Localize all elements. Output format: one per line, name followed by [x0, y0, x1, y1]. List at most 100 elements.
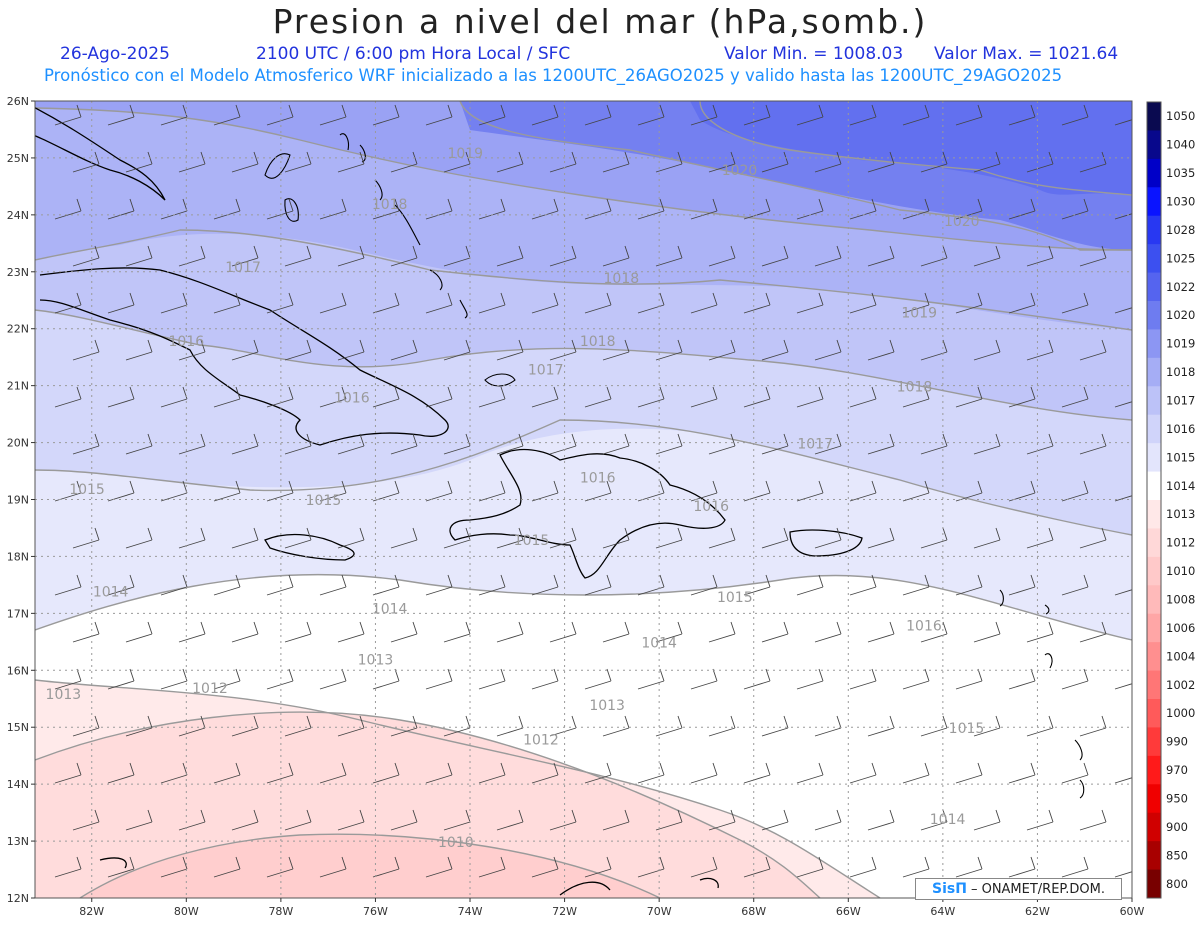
wind-barb-shaft: [973, 433, 1001, 455]
wind-barb: [867, 151, 895, 173]
wind-barb-shaft: [160, 856, 188, 878]
lon-label: 76W: [363, 905, 388, 918]
wind-barb: [902, 104, 930, 126]
wind-barb-shaft: [973, 715, 1001, 737]
colorbar-swatch: [1147, 556, 1161, 586]
isobar-label: 1010: [438, 835, 474, 851]
isobar-label: 1015: [514, 533, 550, 549]
wind-barb-shaft: [849, 386, 877, 408]
wind-barb: [213, 480, 241, 502]
colorbar-label: 1022: [1166, 280, 1195, 294]
wind-barb: [549, 809, 577, 831]
colorbar-swatch: [1147, 585, 1161, 615]
wind-barb-shaft: [920, 809, 948, 831]
wind-barb: [266, 574, 294, 596]
wind-barb: [584, 668, 612, 690]
wind-barb: [425, 104, 453, 126]
wind-barb-shaft: [1061, 104, 1089, 126]
isobar-label: 1017: [225, 260, 261, 276]
wind-barb-shaft: [1114, 871, 1132, 878]
colorbar-swatch: [1147, 841, 1161, 871]
wind-barb: [655, 809, 683, 831]
wind-barb-shaft: [637, 668, 665, 690]
wind-barb: [549, 527, 577, 549]
wind-barb: [690, 574, 718, 596]
wind-barb: [1061, 856, 1089, 878]
wind-barb-shaft: [531, 386, 559, 408]
wind-barb-shaft: [602, 527, 630, 549]
wind-barb-shaft: [266, 574, 294, 596]
wind-barb: [849, 292, 877, 314]
isobar-label: 1012: [523, 732, 559, 748]
wind-barb-shaft: [425, 480, 453, 502]
wind-barb: [1079, 621, 1107, 643]
isobar-label: 1020: [944, 214, 980, 230]
wind-barb-shaft: [690, 668, 718, 690]
wind-barb: [973, 433, 1001, 455]
wind-barb-shaft: [496, 245, 524, 267]
wind-barb: [602, 809, 630, 831]
wind-barb-shaft: [1008, 856, 1036, 878]
isobar-1013: [35, 679, 881, 898]
colorbar-label: 1004: [1166, 649, 1195, 663]
wind-barb-shaft: [549, 715, 577, 737]
wind-barb-shaft: [902, 198, 930, 220]
wind-barb: [284, 245, 312, 267]
wind-barb: [1114, 401, 1132, 408]
wind-barb: [920, 809, 948, 831]
isobar-label: 1019: [901, 305, 937, 321]
wind-barb-shaft: [266, 386, 294, 408]
wind-barb-shaft: [549, 621, 577, 643]
wind-barb-shaft: [372, 668, 400, 690]
wind-barb-shaft: [708, 809, 736, 831]
wind-barb-shaft: [266, 198, 294, 220]
isobar-1015: [35, 419, 1132, 536]
wind-barb-shaft: [1079, 809, 1107, 831]
isobar-1019: [459, 101, 1132, 251]
wind-barb: [1008, 292, 1036, 314]
isobar-1018: [35, 107, 1132, 251]
wind-barb: [390, 715, 418, 737]
wind-barb: [372, 574, 400, 596]
wind-barb: [867, 339, 895, 361]
wind-barb-shaft: [125, 433, 153, 455]
wind-barb: [1026, 339, 1054, 361]
wind-barb: [213, 386, 241, 408]
wind-barb-shaft: [478, 574, 506, 596]
lon-label: 74W: [458, 905, 483, 918]
wind-barb-shaft: [478, 292, 506, 314]
lon-label: 60W: [1120, 905, 1145, 918]
colorbar-label: 900: [1166, 820, 1188, 834]
wind-barb: [54, 104, 82, 126]
wind-barb-shaft: [337, 621, 365, 643]
wind-barb: [584, 480, 612, 502]
wind-barb-shaft: [319, 574, 347, 596]
wind-barb-shaft: [637, 292, 665, 314]
wind-barb: [319, 104, 347, 126]
wind-barb-shaft: [231, 527, 259, 549]
wind-barb-shaft: [1026, 433, 1054, 455]
wind-barb: [902, 292, 930, 314]
wind-barb-shaft: [425, 386, 453, 408]
wind-barb: [160, 292, 188, 314]
colorbar-swatch: [1147, 386, 1161, 416]
wind-barb: [1114, 683, 1132, 690]
wind-barb: [531, 574, 559, 596]
wind-barb-shaft: [796, 386, 824, 408]
wind-barb: [107, 856, 135, 878]
wind-barb: [655, 151, 683, 173]
wind-barb: [955, 292, 983, 314]
chart-title: Presion a nivel del mar (hPa,somb.): [272, 2, 928, 41]
wind-barb: [372, 386, 400, 408]
wind-barb-shaft: [549, 433, 577, 455]
wind-barb: [107, 762, 135, 784]
wind-barb: [284, 151, 312, 173]
wind-barb-shaft: [54, 574, 82, 596]
wind-barb: [231, 151, 259, 173]
wind-barb: [1079, 527, 1107, 549]
wind-barb-shaft: [602, 715, 630, 737]
wind-barb: [690, 668, 718, 690]
wind-barb: [584, 386, 612, 408]
wind-barb-shaft: [319, 762, 347, 784]
wind-barb-shaft: [549, 809, 577, 831]
